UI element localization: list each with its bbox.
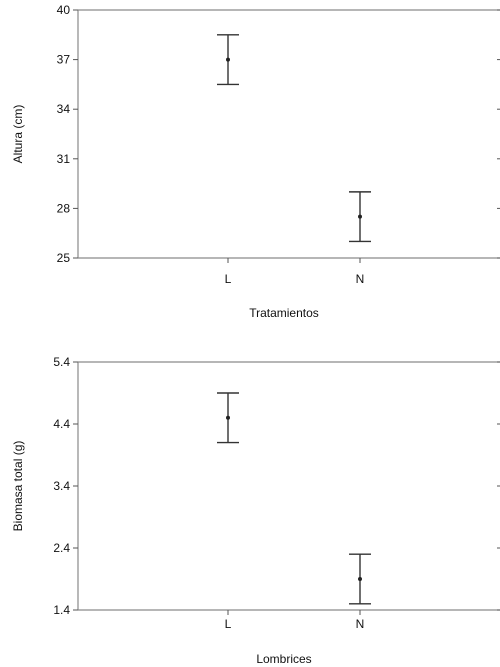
altura-x-tick-label: N — [356, 272, 365, 286]
biomasa-x-axis-title: Lombrices — [256, 652, 311, 666]
biomasa-y-tick-label: 2.4 — [53, 541, 70, 555]
altura-chart: 25 28 31 34 37 40 L N Tratamientos Altura (cm) — [11, 3, 500, 320]
biomasa-chart: 1.4 2.4 3.4 4.4 5.4 L N Lombrices Biomasa total … — [11, 355, 500, 666]
altura-y-tick-label: 40 — [57, 3, 71, 17]
altura-y-tick-label: 25 — [57, 251, 71, 265]
biomasa-mean-point — [226, 415, 230, 420]
biomasa-y-tick-label: 3.4 — [53, 479, 70, 493]
biomasa-x-tick-label: N — [356, 617, 365, 631]
altura-mean-point — [358, 214, 362, 219]
altura-y-tick-label: 31 — [57, 152, 71, 166]
biomasa-y-tick-label: 1.4 — [53, 603, 70, 617]
altura-y-tick-label: 28 — [57, 201, 71, 215]
altura-mean-point — [226, 57, 230, 62]
biomasa-y-tick-label: 4.4 — [53, 417, 70, 431]
biomasa-mean-point — [358, 577, 362, 581]
altura-y-axis-title: Altura (cm) — [11, 105, 25, 164]
altura-y-tick-label: 37 — [57, 53, 71, 67]
biomasa-y-tick-label: 5.4 — [53, 355, 70, 369]
biomasa-x-tick-label: L — [225, 617, 232, 631]
altura-x-tick-label: L — [225, 272, 232, 286]
altura-y-tick-label: 34 — [57, 102, 71, 116]
altura-x-axis-title: Tratamientos — [249, 306, 319, 320]
biomasa-y-axis-title: Biomasa total (g) — [11, 441, 25, 532]
